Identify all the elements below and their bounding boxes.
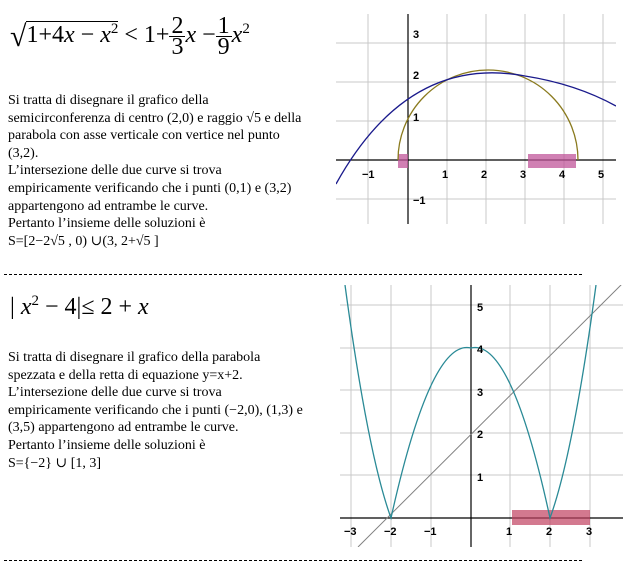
x-tick-label: 2 (481, 169, 487, 181)
y-tick-label: 5 (477, 302, 483, 314)
solution-interval-2 (512, 510, 590, 525)
y-tick-label: 2 (413, 70, 419, 82)
solution-interval-left (398, 154, 408, 168)
graph-1: −1 1 2 3 4 5 3 2 1 −1 (336, 14, 616, 224)
text-line: parabola con asse verticale con vertice … (8, 128, 280, 144)
explanation-text-1: Si tratta di disegnare il grafico della … (8, 92, 301, 250)
x-tick-label: 3 (520, 169, 526, 181)
x-tick-label: 3 (586, 526, 592, 538)
y-tick-label: 3 (413, 29, 419, 41)
text-line: spezzata e della retta di equazione y=x+… (8, 367, 243, 383)
semicircle-curve (397, 69, 579, 161)
x-tick-label: 1 (442, 169, 448, 181)
x-tick-labels-1: −1 1 2 3 4 5 (362, 169, 604, 181)
text-line: empiricamente verificando che i punti (0… (8, 180, 292, 196)
text-line: appartengono ad entrambe le curve. (8, 198, 209, 214)
y-tick-label: 1 (477, 472, 483, 484)
y-tick-label: 1 (413, 112, 419, 124)
graph-2: −3 −2 −1 1 2 3 5 4 3 2 1 (340, 285, 623, 547)
y-tick-label: −1 (413, 195, 426, 207)
x-tick-label: 4 (559, 169, 566, 181)
x-tick-label: 2 (546, 526, 552, 538)
text-line: Si tratta di disegnare il grafico della … (8, 350, 261, 365)
text-line: Si tratta di disegnare il grafico della (8, 93, 209, 108)
x-tick-label: −1 (424, 526, 437, 538)
y-tick-label: 2 (477, 429, 483, 441)
text-line: S=[2−2√5 , 0) ∪(3, 2+√5 ] (8, 233, 159, 249)
sqrt-radicand: 1+4x − x2 (26, 21, 119, 49)
axes-1 (336, 14, 616, 224)
text-line: L’intersezione delle due curve si trova (8, 385, 222, 401)
x-tick-labels-2: −3 −2 −1 1 2 3 (344, 526, 592, 538)
text-line: Pertanto l’insieme delle soluzioni è (8, 437, 206, 453)
y-tick-label: 4 (477, 344, 484, 356)
axes-2 (340, 285, 623, 547)
section-divider (4, 560, 582, 561)
line-y-equals-x-plus-2 (357, 285, 622, 547)
text-line: (3,2). (8, 145, 39, 161)
formula-inequality-2: | x2 − 4|≤ 2 + x (10, 293, 149, 320)
section-divider (4, 274, 582, 275)
text-line: empiricamente verificando che i punti (−… (8, 402, 303, 418)
text-line: L’intersezione delle due curve si trova (8, 163, 222, 179)
parabola-curve (336, 72, 616, 185)
formula-inequality-1: √1+4x − x2 < 1+ 2 3 x −1 9 x2 (10, 13, 250, 60)
x-tick-label: 1 (506, 526, 512, 538)
grid-2 (340, 285, 623, 547)
text-line: Pertanto l’insieme delle soluzioni è (8, 216, 206, 232)
x-tick-label: −1 (362, 169, 375, 181)
text-line: (3,5) appartengono ad entrambe le curve. (8, 420, 239, 436)
y-tick-labels-2: 5 4 3 2 1 (477, 302, 484, 484)
x-tick-label: −2 (384, 526, 397, 538)
abs-parabola-curve (344, 285, 597, 521)
solution-interval-right (528, 154, 576, 168)
explanation-text-2: Si tratta di disegnare il grafico della … (8, 349, 303, 472)
x-tick-label: −3 (344, 526, 357, 538)
text-line: semicirconferenza di centro (2,0) e ragg… (8, 110, 302, 126)
y-tick-label: 3 (477, 387, 483, 399)
text-line: S={−2} ∪ [1, 3] (8, 455, 102, 471)
sqrt-symbol: √ (10, 20, 27, 54)
x-tick-label: 5 (598, 169, 604, 181)
y-tick-labels-1: 3 2 1 −1 (413, 29, 426, 207)
grid-1 (336, 14, 616, 224)
